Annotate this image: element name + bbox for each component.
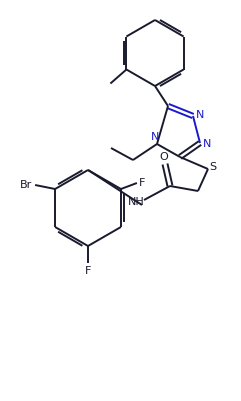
- Text: NH: NH: [128, 196, 144, 207]
- Text: N: N: [203, 139, 211, 149]
- Text: S: S: [209, 162, 217, 172]
- Text: Br: Br: [20, 180, 32, 190]
- Text: N: N: [151, 132, 159, 142]
- Text: O: O: [160, 152, 168, 162]
- Text: F: F: [139, 178, 145, 188]
- Text: N: N: [196, 110, 204, 120]
- Text: F: F: [85, 265, 91, 275]
